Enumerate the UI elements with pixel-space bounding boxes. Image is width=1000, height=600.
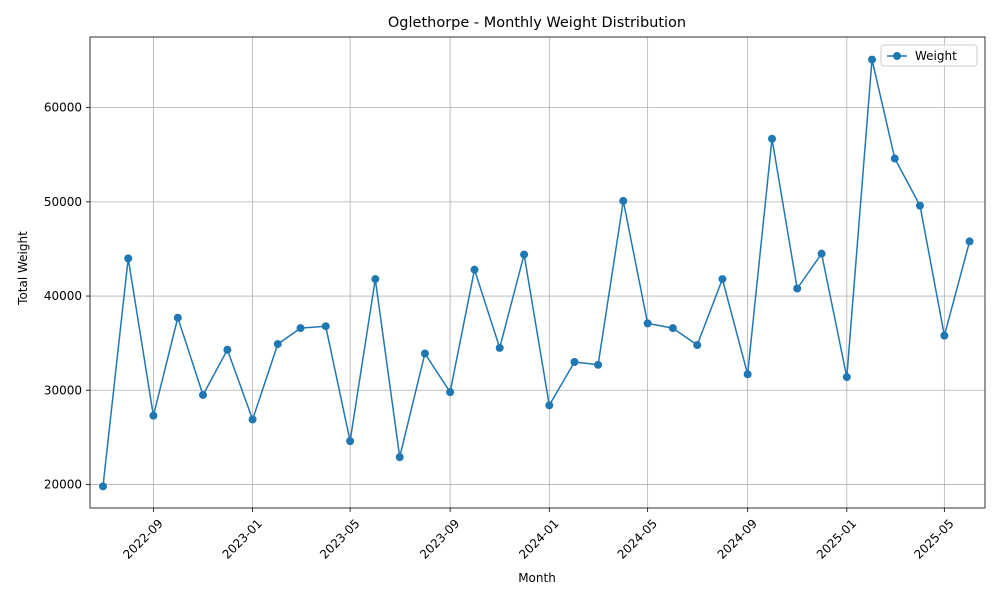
data-point [520,250,529,259]
grid-lines [90,37,985,508]
data-point [273,340,282,349]
data-point [915,201,924,210]
data-point [223,345,232,354]
x-axis-title: Month [518,571,556,585]
data-point [296,324,305,333]
y-tick: 30000 [44,383,90,397]
legend: Weight [880,44,978,67]
data-point [643,319,652,328]
data-point [594,360,603,369]
series-line [102,58,971,487]
y-tick: 60000 [44,101,90,115]
data-point [99,482,108,491]
y-tick-label: 40000 [44,289,82,303]
data-point [718,275,727,284]
y-axis-ticks: 20000 30000 40000 50000 60000 [44,101,90,491]
y-tick: 20000 [44,477,90,491]
y-axis-title: Total Weight [16,231,30,306]
data-point [321,322,330,331]
data-point [619,196,628,205]
series-layer [99,55,974,491]
data-point [346,437,355,446]
data-point [248,415,257,424]
y-tick: 40000 [44,289,90,303]
y-tick-label: 60000 [44,101,82,115]
legend-label: Weight [915,49,957,63]
y-tick-label: 20000 [44,477,82,491]
data-point [545,401,554,410]
data-point [842,373,851,382]
legend-box [880,44,978,67]
plot-frame [89,36,986,509]
y-tick-label: 50000 [44,195,82,209]
y-tick: 50000 [44,195,90,209]
data-point [890,154,899,163]
data-point [868,55,877,64]
data-point [198,390,207,399]
data-point [965,237,974,246]
data-point [693,341,702,350]
data-point [420,349,429,358]
data-point [371,275,380,284]
chart-title: Oglethorpe - Monthly Weight Distribution [388,15,686,31]
data-point [793,284,802,293]
data-point [743,370,752,379]
data-point [395,453,404,462]
data-point [173,313,182,322]
data-point [768,134,777,143]
data-point [495,343,504,352]
data-point [570,357,579,366]
data-point [817,249,826,258]
data-point [124,254,133,263]
data-point [668,324,677,333]
data-point [446,388,455,397]
data-point [470,265,479,274]
data-point [940,331,949,340]
data-point [149,411,158,420]
y-tick-label: 30000 [44,383,82,397]
legend-marker [893,52,901,60]
